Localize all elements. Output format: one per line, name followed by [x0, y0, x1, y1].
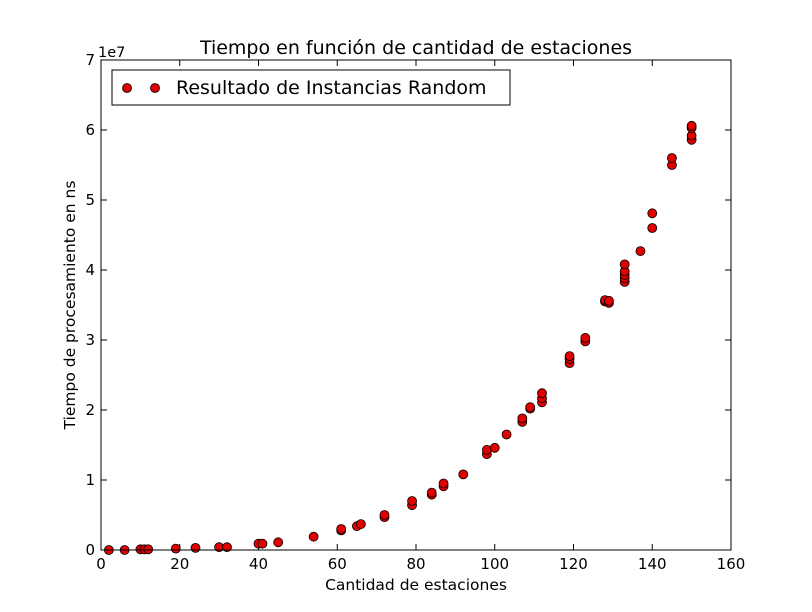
y-tick-label: 1 [85, 471, 95, 489]
x-tick-label: 0 [96, 555, 106, 573]
data-point [686, 120, 697, 131]
data-points [103, 120, 697, 555]
data-point [525, 402, 536, 413]
data-point [458, 469, 469, 480]
y-tick-label: 5 [85, 191, 95, 209]
data-point [273, 537, 284, 548]
data-point [489, 442, 500, 453]
data-point [517, 413, 528, 424]
x-axis-label: Cantidad de estaciones [325, 576, 507, 594]
y-tick-label: 4 [85, 261, 95, 279]
y-tick-label: 3 [85, 331, 95, 349]
legend: Resultado de Instancias Random [111, 69, 511, 106]
x-tick-label: 160 [717, 555, 746, 573]
x-tick-label: 140 [638, 555, 667, 573]
x-tick-label: 100 [480, 555, 509, 573]
y-axis-label: Tiempo de procesamiento en ns [61, 181, 79, 431]
legend-marker [150, 83, 160, 93]
data-point [647, 208, 658, 219]
data-point [537, 388, 547, 399]
data-point [170, 543, 181, 554]
y-tick-label: 6 [85, 121, 95, 139]
data-point [647, 223, 658, 233]
data-point [190, 543, 201, 553]
data-point [667, 153, 677, 163]
x-tick-label: 60 [328, 555, 347, 573]
chart-title: Tiempo en función de cantidad de estacio… [199, 37, 632, 59]
legend-label: Resultado de Instancias Random [176, 77, 487, 99]
x-tick-label: 120 [559, 555, 588, 573]
axis-ticks: 0 20 40 60 80 100 120 140 160 0 1 2 3 4 5 6 7 [85, 51, 745, 573]
x-tick-label: 80 [406, 555, 425, 573]
y-tick-label: 0 [85, 541, 95, 559]
legend-marker [122, 83, 132, 93]
data-point [355, 519, 366, 529]
data-point [143, 544, 154, 555]
x-tick-label: 40 [249, 555, 268, 573]
data-point [257, 538, 268, 549]
data-point [564, 351, 575, 362]
legend-frame [111, 69, 511, 106]
x-tick-label: 20 [170, 555, 189, 573]
data-point [635, 246, 646, 257]
data-point [619, 259, 630, 270]
y-axis-offset-label: 1e7 [98, 45, 125, 61]
data-point [501, 429, 512, 440]
data-point [580, 332, 591, 343]
data-point [308, 531, 319, 542]
data-point [438, 478, 449, 489]
data-point [407, 496, 417, 506]
data-point [426, 487, 437, 498]
y-tick-label: 7 [85, 51, 95, 69]
data-point [336, 524, 347, 534]
data-point [222, 542, 232, 553]
y-tick-label: 2 [85, 401, 95, 419]
plot-frame [100, 59, 732, 551]
data-point [604, 295, 614, 306]
data-point [379, 510, 390, 520]
